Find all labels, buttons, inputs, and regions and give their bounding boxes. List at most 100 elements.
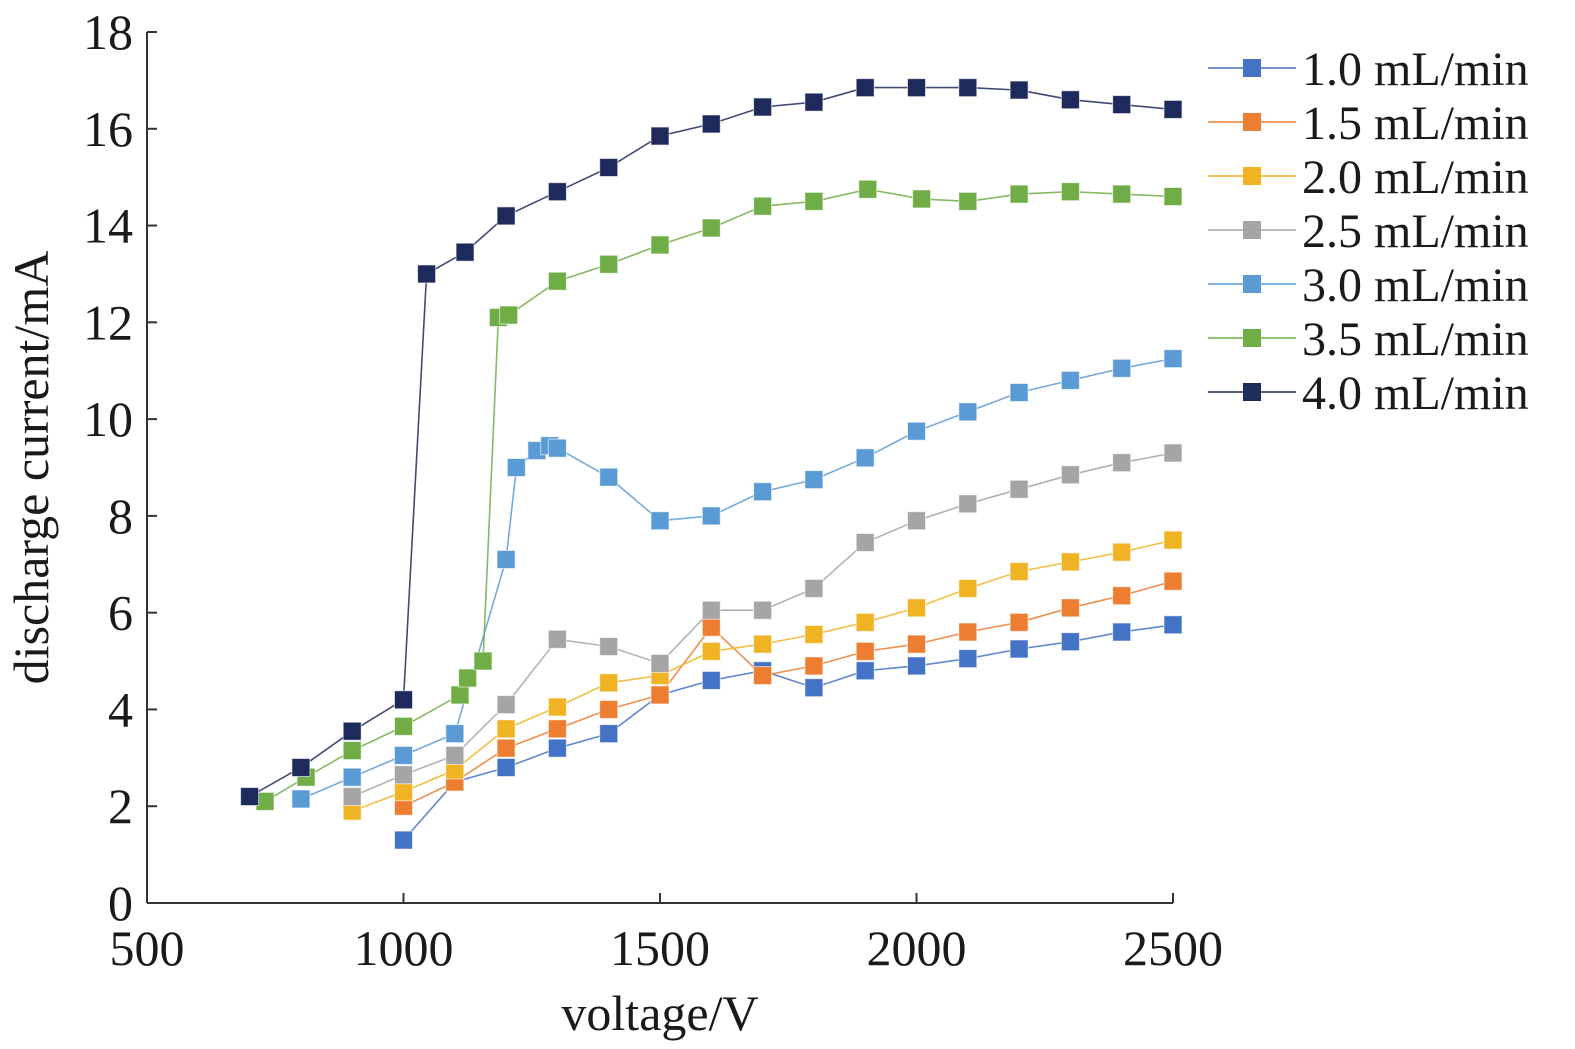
x-axis-title: voltage/V [561,985,758,1041]
data-point-marker [1009,479,1029,499]
data-point-marker [291,789,311,809]
y-tick-label: 0 [108,875,133,931]
data-point-marker [804,624,824,644]
data-point-marker [1060,552,1080,572]
data-point-marker [753,666,773,686]
data-point-marker [1009,639,1029,659]
series-line [403,580,1174,807]
legend-marker [1243,113,1261,131]
data-point-marker [701,218,721,238]
data-point-marker [394,716,413,736]
data-point-marker [394,782,413,802]
data-point-marker [1060,598,1080,618]
legend-entry: 3.0 mL/min [1208,259,1529,312]
y-tick-label: 10 [83,391,133,447]
data-point-marker [599,157,619,177]
data-point-marker [1163,571,1183,591]
data-point-marker [394,765,413,785]
series-line [351,452,1174,798]
series-lines [240,78,1183,850]
y-tick-label: 18 [83,4,133,60]
legend-marker [1243,221,1261,239]
data-point-marker [907,656,926,676]
data-point-marker [445,745,465,765]
data-point-marker [342,767,362,787]
data-point-marker [496,206,516,226]
data-point-marker [547,438,567,458]
data-point-marker [1060,465,1080,485]
data-point-marker [1112,95,1132,115]
data-point-marker [506,458,526,477]
data-point-marker [958,622,978,642]
data-point-marker [907,598,926,618]
data-point-marker [547,719,567,739]
data-point-marker [701,506,721,526]
data-point-marker [858,179,878,199]
data-point-marker [547,697,567,717]
y-tick-label: 12 [83,294,133,350]
legend-entry: 4.0 mL/min [1208,367,1529,420]
data-point-marker [1163,530,1183,550]
x-tick-label: 500 [110,920,185,976]
data-point-marker [701,670,721,690]
data-point-marker [804,92,824,112]
data-point-marker [599,724,619,744]
data-point-marker [599,467,619,487]
data-point-marker [804,191,824,211]
data-point-marker [650,685,670,705]
y-tick-label: 2 [108,778,133,834]
data-point-marker [1009,184,1029,204]
data-point-marker [650,126,670,146]
y-tick-label: 6 [108,585,133,641]
data-point-marker [599,673,619,693]
data-point-marker [547,182,567,202]
legend-label: 1.0 mL/min [1302,43,1529,96]
data-point-marker [1163,187,1183,207]
y-tick-label: 14 [83,198,133,254]
data-point-marker [855,612,875,632]
data-point-marker [291,758,311,778]
data-point-marker [547,738,567,758]
data-point-marker [804,578,824,598]
data-point-marker [473,651,493,671]
data-point-marker [342,721,362,741]
y-tick-label: 8 [108,488,133,544]
data-point-marker [1112,358,1132,378]
data-point-marker [1009,382,1029,402]
data-point-marker [458,668,478,688]
data-point-marker [1060,90,1080,110]
data-point-marker [499,305,519,325]
legend-label: 1.5 mL/min [1302,97,1529,150]
data-point-marker [496,738,516,758]
legend-entry: 2.5 mL/min [1208,205,1529,258]
data-point-marker [855,78,875,98]
data-point-marker [417,264,437,284]
data-point-marker [958,649,978,669]
x-tick-label: 2000 [867,920,967,976]
data-point-marker [753,600,773,620]
data-point-marker [1009,612,1029,632]
data-point-marker [958,402,978,422]
data-point-marker [958,78,978,98]
series-2-5-ml-min [342,443,1183,807]
data-point-marker [701,600,721,620]
y-axis-title: discharge current/mA [3,251,59,685]
data-point-marker [958,578,978,598]
legend-marker [1243,329,1261,347]
legend-entry: 3.5 mL/min [1208,313,1529,366]
data-point-marker [753,634,773,654]
legend-marker [1243,59,1261,77]
data-point-marker [907,634,926,654]
data-point-marker [650,511,670,531]
data-point-marker [1112,586,1132,606]
data-point-marker [650,235,670,255]
data-point-marker [394,830,413,850]
legend-label: 4.0 mL/min [1302,367,1529,420]
data-point-marker [1009,80,1029,100]
legend-label: 2.5 mL/min [1302,205,1529,258]
data-point-marker [1112,622,1132,642]
data-point-marker [1060,182,1080,202]
data-point-marker [650,653,670,673]
data-point-marker [1112,453,1132,473]
